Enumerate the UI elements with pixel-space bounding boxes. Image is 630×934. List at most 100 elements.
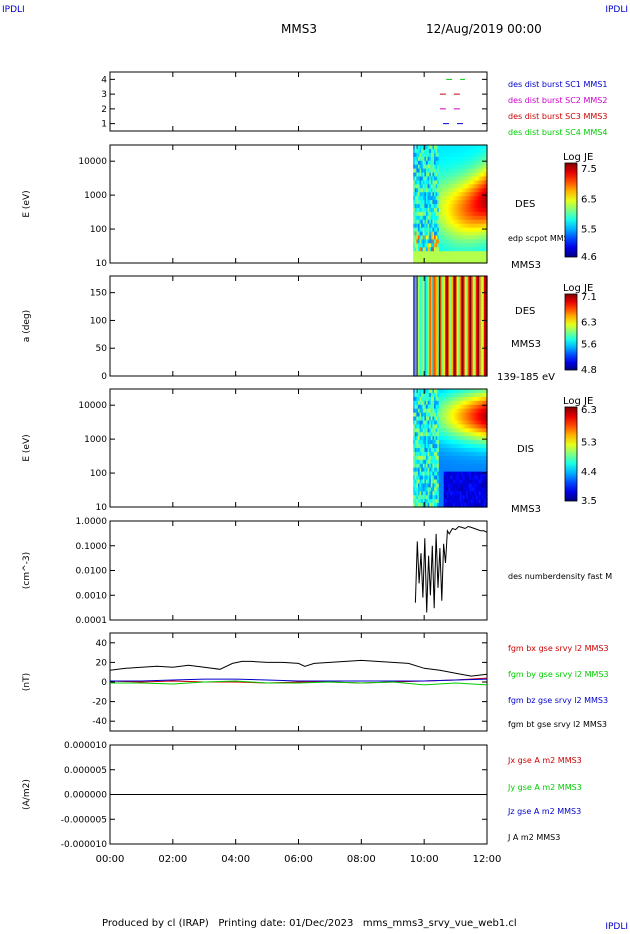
heatmap-cell [435, 259, 438, 264]
heatmap-cell [464, 282, 467, 287]
heatmap-cell [459, 164, 462, 170]
heatmap-cell [462, 396, 466, 402]
heatmap-cell [462, 160, 466, 166]
heatmap-cell [466, 332, 469, 337]
heatmap-cell [470, 152, 474, 158]
heatmap-cell [435, 479, 438, 484]
heatmap-cell [424, 436, 427, 441]
heatmap-cell [434, 322, 437, 327]
heatmap-cell [454, 412, 458, 418]
heatmap-cell [413, 392, 416, 398]
heatmap-cell [417, 192, 421, 197]
heatmap-cell [427, 223, 430, 229]
heatmap-cell [426, 160, 429, 166]
heatmap-cell [450, 235, 453, 240]
heatmap-cell [477, 180, 480, 185]
heatmap-cell [466, 326, 469, 330]
heatmap-cell [458, 428, 461, 433]
heatmap-cell [417, 404, 421, 410]
heatmap-cell [458, 396, 461, 402]
heatmap-cell [445, 164, 448, 170]
heatmap-cell [461, 432, 464, 437]
heatmap-cell [453, 176, 456, 181]
heatmap-cell [483, 475, 486, 481]
heatmap-cell [417, 286, 421, 290]
heatmap-cell [482, 428, 485, 433]
heatmap-cell [451, 227, 454, 233]
heatmap-cell [474, 369, 477, 374]
heatmap-cell [462, 503, 466, 508]
heatmap-cell [453, 204, 456, 209]
heatmap-cell [462, 322, 466, 327]
heatmap-cell [413, 289, 416, 294]
heatmap-cell [417, 346, 421, 350]
heatmap-cell [456, 276, 459, 280]
heatmap-cell [467, 352, 470, 357]
heatmap-cell [482, 192, 485, 197]
heatmap-cell [482, 342, 485, 347]
heatmap-cell [470, 251, 474, 256]
heatmap-cell [413, 326, 416, 330]
heatmap-cell [459, 235, 462, 240]
heatmap-cell [445, 172, 448, 178]
heatmap-cell [459, 286, 462, 290]
heatmap-cell [429, 196, 432, 201]
heatmap-cell [456, 192, 459, 197]
heatmap-cell [469, 467, 472, 473]
heatmap-cell [469, 440, 472, 445]
heatmap-cell [483, 243, 486, 248]
heatmap-cell [429, 369, 432, 374]
heatmap-cell [466, 188, 469, 193]
heatmap-cell [437, 326, 440, 330]
heatmap-cell [456, 400, 459, 406]
heatmap-cell [474, 332, 477, 337]
heatmap-cell [440, 499, 443, 504]
heatmap-cell [475, 322, 478, 327]
heatmap-cell [466, 451, 469, 457]
heatmap-cell [443, 463, 446, 469]
heatmap-cell [422, 408, 425, 414]
heatmap-cell [442, 432, 445, 437]
heatmap-cell [443, 296, 446, 300]
heatmap-cell [467, 436, 470, 441]
heatmap-cell [438, 372, 442, 377]
heatmap-cell [461, 362, 464, 367]
heatmap-cell [417, 356, 421, 360]
heatmap-cell [458, 148, 461, 154]
heatmap-cell [450, 172, 453, 178]
heatmap-cell [427, 188, 430, 193]
heatmap-cell [426, 479, 429, 484]
heatmap-cell [434, 366, 437, 370]
heatmap-cell [454, 215, 458, 221]
heatmap-cell [440, 227, 443, 233]
heatmap-cell [437, 440, 440, 445]
heatmap-cell [475, 444, 478, 449]
heatmap-cell [446, 424, 450, 429]
heatmap-cell [427, 479, 430, 484]
heatmap-cell [483, 223, 486, 229]
heatmap-cell [440, 322, 443, 327]
heatmap-cell [448, 231, 451, 237]
heatmap-cell [461, 475, 464, 481]
heatmap-cell [466, 196, 469, 201]
heatmap-cell [450, 243, 453, 248]
heatmap-cell [438, 499, 442, 504]
heatmap-cell [426, 471, 429, 477]
heatmap-cell [448, 211, 451, 217]
heatmap-cell [445, 296, 448, 300]
heatmap-cell [422, 459, 425, 465]
heatmap-cell [446, 352, 450, 357]
heatmap-cell [434, 444, 437, 449]
heatmap-cell [475, 495, 478, 500]
heatmap-cell [448, 276, 451, 280]
heatmap-cell [419, 369, 422, 374]
heatmap-cell [443, 491, 446, 496]
heatmap-cell [442, 168, 445, 174]
heatmap-cell [424, 495, 427, 500]
heatmap-cell [416, 231, 419, 237]
heatmap-cell [434, 329, 437, 334]
heatmap-cell [454, 396, 458, 402]
heatmap-cell [470, 408, 474, 414]
heatmap-cell [427, 424, 430, 429]
heatmap-cell [430, 316, 434, 320]
